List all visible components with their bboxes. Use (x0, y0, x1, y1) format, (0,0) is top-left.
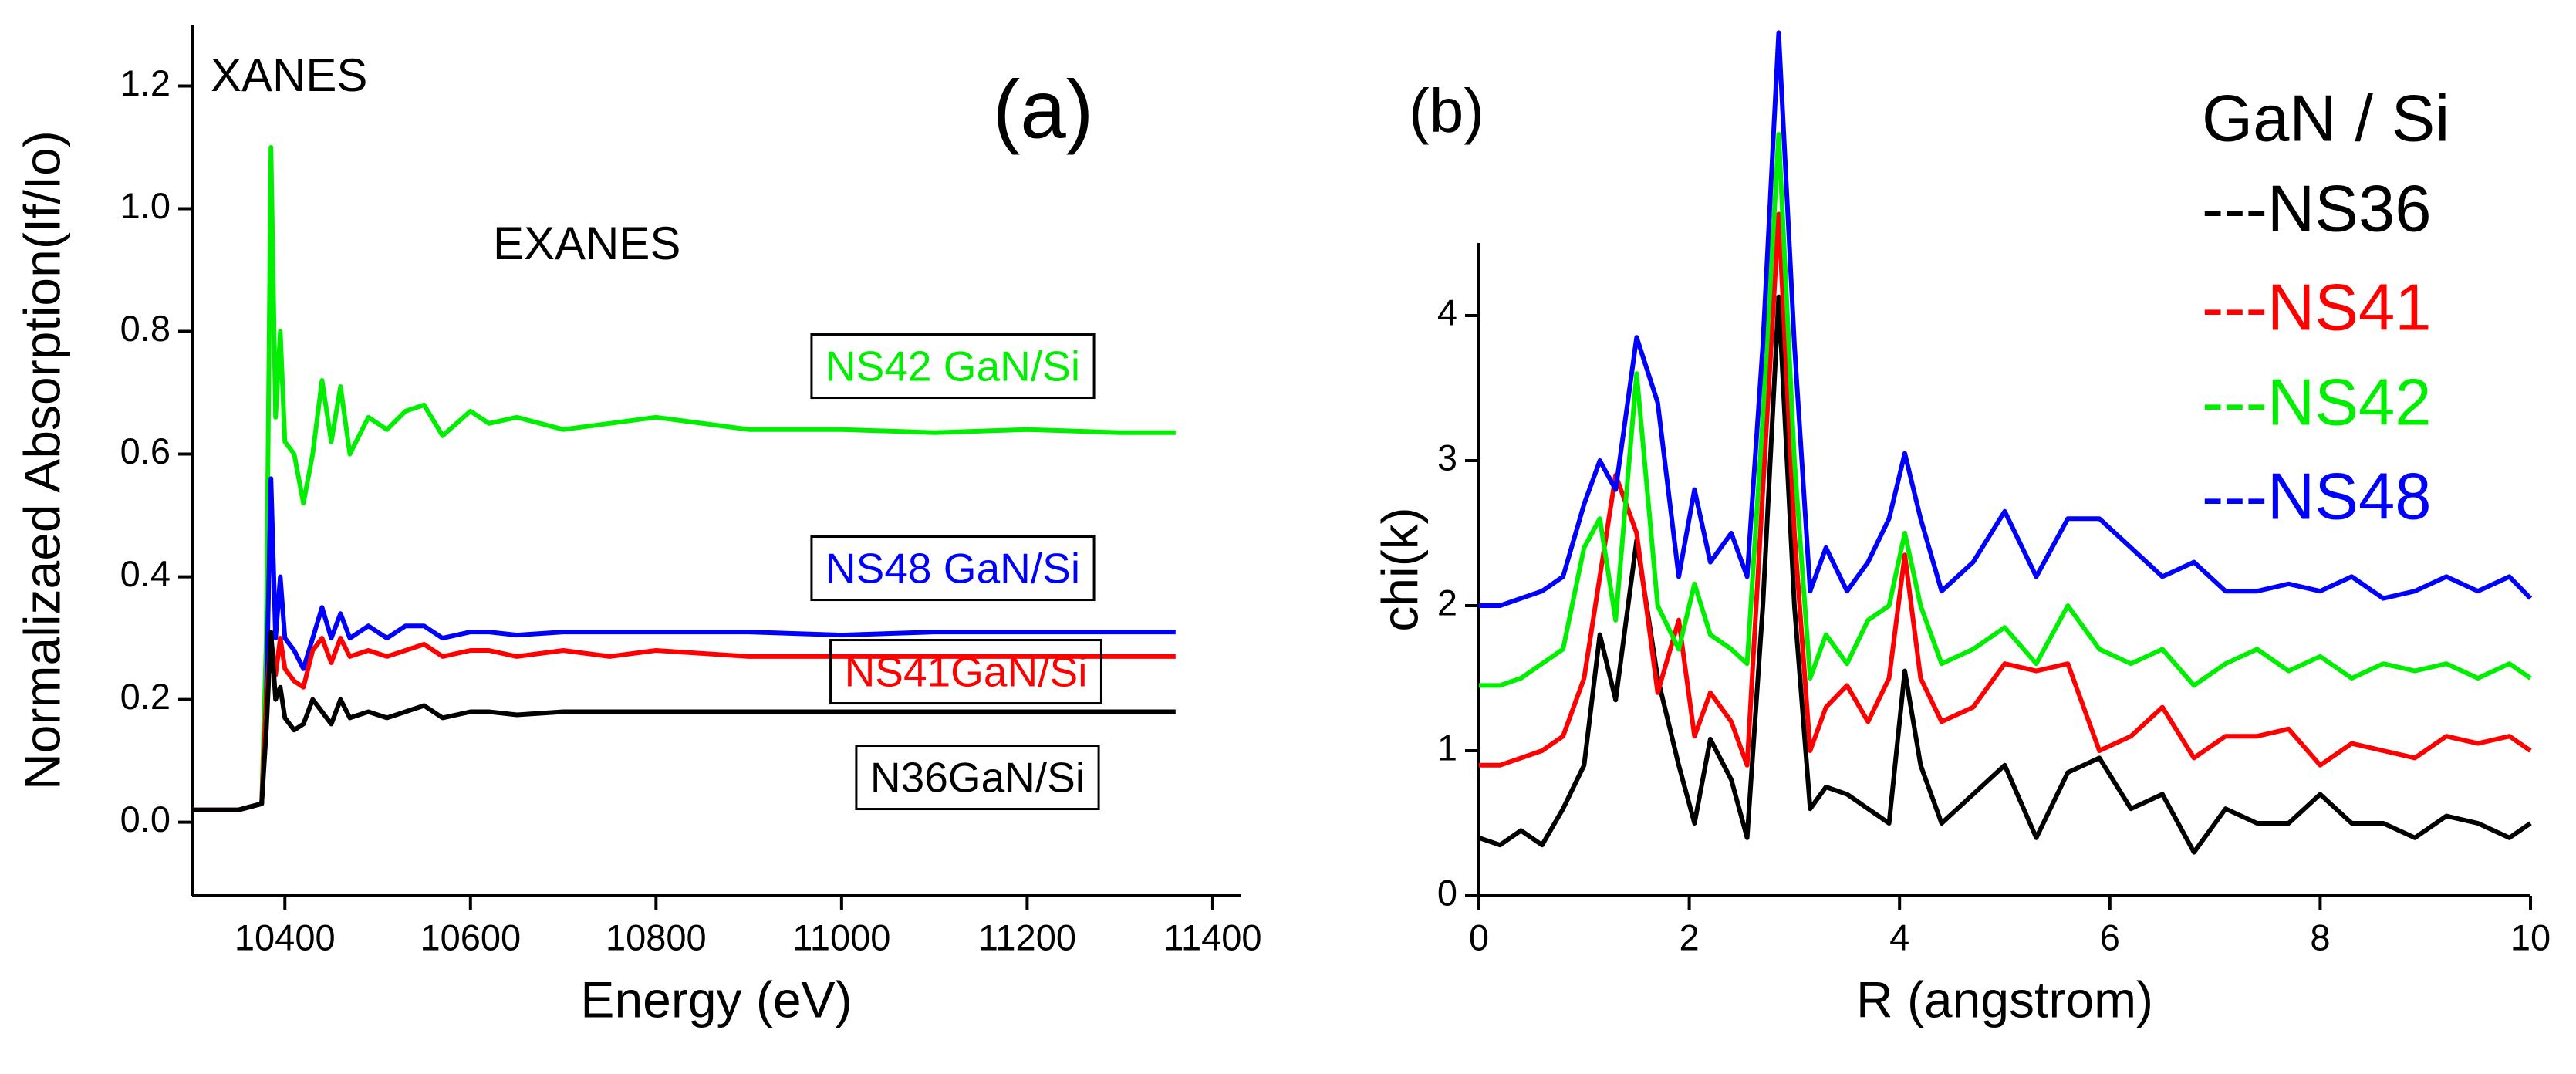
y-tick-label: 1.0 (120, 185, 170, 226)
x-tick-label: 10 (2510, 917, 2551, 957)
annotation: XANES (211, 49, 367, 101)
line (1479, 132, 2532, 688)
annotation: NS41GaN/Si (845, 648, 1088, 696)
legend-entry: ---NS42 (2202, 366, 2432, 439)
legend-entry: ---NS41 (2202, 271, 2432, 344)
x-tick-label: 4 (1889, 917, 1909, 957)
annotation-box (810, 535, 1096, 602)
y-axis-label: Normalizaed Absorption(If/Io) (13, 130, 70, 790)
line (192, 476, 1176, 812)
x-axis-label: R (angstrom) (1856, 971, 2153, 1028)
annotation: (a) (993, 62, 1094, 155)
y-axis-label: chi(k) (1371, 507, 1428, 631)
x-tick-label: 10400 (235, 917, 336, 957)
y-tick-label: 4 (1437, 292, 1457, 333)
x-tick-label: 10800 (606, 917, 707, 957)
y-tick-label: 0.2 (120, 676, 170, 717)
y-tick-label: 0.8 (120, 308, 170, 349)
annotation: EXANES (493, 218, 680, 269)
x-tick-label: 11200 (978, 917, 1076, 957)
y-tick-label: 0.4 (120, 553, 170, 594)
x-tick-label: 0 (1469, 917, 1489, 957)
annotation: NS48 GaN/Si (825, 545, 1080, 593)
annotation-box (810, 333, 1096, 400)
line (1478, 294, 2532, 855)
annotation: N36GaN/Si (870, 754, 1085, 802)
x-tick-label: 11000 (792, 917, 890, 957)
line (1479, 211, 2532, 768)
y-tick-label: 0 (1437, 872, 1457, 913)
line (192, 630, 1176, 812)
y-tick-label: 0.6 (120, 431, 170, 471)
x-tick-label: 10600 (420, 917, 521, 957)
y-tick-label: 3 (1437, 437, 1457, 478)
annotation-box (855, 745, 1100, 811)
y-tick-label: 0.0 (120, 799, 170, 839)
x-tick-label: 11400 (1163, 917, 1261, 957)
annotation: (b) (1409, 76, 1484, 145)
y-tick-label: 1.2 (120, 62, 170, 103)
annotation: NS42 GaN/Si (825, 343, 1080, 390)
x-tick-label: 8 (2310, 917, 2330, 957)
x-tick-label: 6 (2100, 917, 2120, 957)
legend-entry: ---NS36 (2202, 172, 2432, 245)
y-tick-label: 2 (1437, 582, 1457, 623)
y-tick-label: 1 (1437, 727, 1457, 768)
legend-title: GaN / Si (2202, 82, 2449, 155)
line (192, 145, 1176, 812)
legend-entry: ---NS48 (2202, 460, 2432, 533)
x-tick-label: 2 (1680, 917, 1700, 957)
line (192, 636, 1176, 812)
line (1479, 30, 2533, 608)
annotation-box (829, 639, 1102, 705)
x-axis-label: Energy (eV) (580, 971, 852, 1028)
